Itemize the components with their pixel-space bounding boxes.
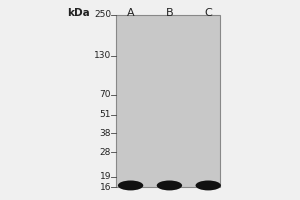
Text: 28: 28	[100, 148, 111, 157]
Text: kDa: kDa	[68, 8, 90, 18]
Text: 130: 130	[94, 51, 111, 60]
Text: B: B	[166, 8, 173, 18]
Text: 16: 16	[100, 183, 111, 192]
Text: 70: 70	[100, 90, 111, 99]
Ellipse shape	[157, 180, 182, 190]
FancyBboxPatch shape	[116, 15, 220, 187]
Ellipse shape	[196, 180, 221, 190]
Text: 250: 250	[94, 10, 111, 19]
Text: A: A	[127, 8, 134, 18]
Text: C: C	[204, 8, 212, 18]
Ellipse shape	[118, 180, 143, 190]
Text: 19: 19	[100, 172, 111, 181]
Text: 38: 38	[100, 129, 111, 138]
Text: 51: 51	[100, 110, 111, 119]
